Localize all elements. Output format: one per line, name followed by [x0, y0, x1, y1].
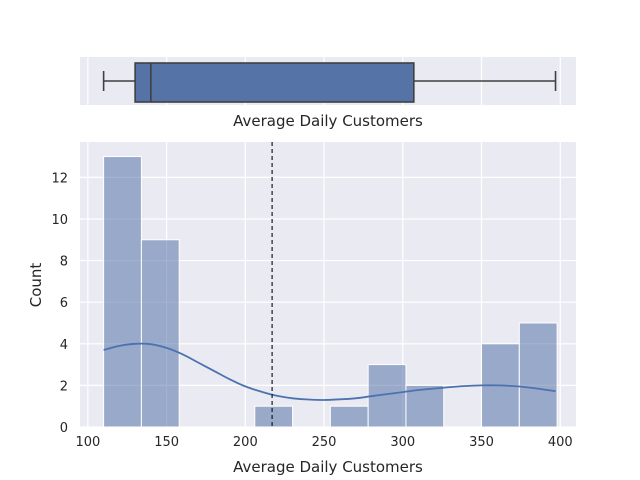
kde-line	[103, 342, 556, 401]
y-tick-labels: 0 2 4 6 8 10 12	[51, 171, 68, 436]
x-tick-label: 350	[469, 435, 494, 450]
x-tick-label: 200	[233, 435, 258, 450]
boxplot-x-axis-label: Average Daily Customers	[233, 112, 423, 130]
histogram-bar	[103, 156, 142, 428]
y-tick-label: 6	[60, 296, 68, 311]
histogram-bar	[329, 405, 369, 428]
histogram-bar	[140, 239, 180, 428]
interquartile-box	[134, 62, 415, 103]
y-tick-label: 2	[60, 379, 68, 394]
boxplot	[102, 62, 557, 103]
histogram-bar	[405, 384, 445, 428]
histogram-x-axis-label: Average Daily Customers	[233, 458, 423, 476]
histogram-bar	[254, 405, 294, 428]
histogram-bar	[518, 322, 558, 428]
y-tick-label: 4	[60, 338, 68, 353]
histogram-y-axis-label: Count	[27, 263, 45, 308]
y-tick-label: 10	[51, 213, 68, 228]
x-tick-label: 100	[75, 435, 100, 450]
y-tick-label: 12	[51, 171, 68, 186]
kde-curve	[103, 342, 556, 401]
x-tick-label: 300	[390, 435, 415, 450]
x-tick-label: 150	[154, 435, 179, 450]
y-tick-label: 8	[60, 255, 68, 270]
boxplot-panel: Average Daily Customers	[80, 57, 576, 130]
x-tick-labels: 100 150 200 250 300 350 400	[75, 435, 572, 450]
y-tick-label: 0	[60, 421, 68, 436]
histogram-panel: 100 150 200 250 300 350 400 0 2 4 6 8 10 12 Average …	[27, 142, 576, 476]
x-tick-label: 400	[548, 435, 573, 450]
x-tick-label: 250	[312, 435, 337, 450]
